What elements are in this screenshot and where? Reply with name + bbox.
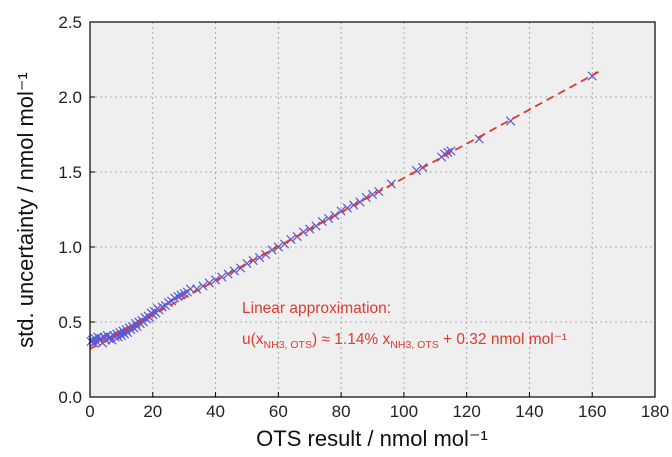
x-tick-label: 100 <box>390 402 418 421</box>
data-point <box>311 221 321 231</box>
annotation-line2: u(xNH3, OTS) ≈ 1.14% xNH3, OTS + 0.32 nm… <box>242 331 567 351</box>
data-point <box>170 293 180 303</box>
annotation-line1: Linear approximation: <box>242 300 391 317</box>
x-tick-label: 20 <box>143 402 162 421</box>
data-point <box>157 302 167 312</box>
y-tick-label: 1.5 <box>58 163 82 182</box>
data-point <box>229 266 240 276</box>
x-tick-label: 160 <box>578 402 606 421</box>
data-point <box>355 197 365 207</box>
axis-ticks: 0 20 40 60 80 100 120 140 160 180 0.0 0.5 1.0 1.5 2.0 2… <box>58 13 669 421</box>
data-point <box>126 324 136 335</box>
x-tick-label: 120 <box>452 402 480 421</box>
data-point <box>261 249 271 260</box>
x-tick-label: 0 <box>85 402 94 421</box>
data-point <box>323 213 334 224</box>
x-tick-label: 140 <box>515 402 543 421</box>
x-axis-label: OTS result / nmol mol⁻¹ <box>256 426 488 451</box>
y-tick-label: 0.0 <box>58 388 82 407</box>
x-tick-label: 80 <box>332 402 351 421</box>
data-point <box>440 149 450 159</box>
x-tick-label: 60 <box>269 402 288 421</box>
plot-area <box>90 22 655 397</box>
x-tick-label: 40 <box>206 402 225 421</box>
y-tick-label: 1.0 <box>58 238 82 257</box>
data-point <box>242 258 252 269</box>
x-tick-label: 180 <box>641 402 669 421</box>
plot-frame <box>89 21 656 398</box>
data-point <box>173 291 183 302</box>
y-axis-label: std. uncertainty / nmol mol⁻¹ <box>13 72 38 348</box>
data-point <box>135 318 145 329</box>
data-point <box>336 206 346 216</box>
fit-line <box>89 71 599 350</box>
data-point <box>198 281 208 291</box>
y-tick-label: 0.5 <box>58 313 82 332</box>
y-tick-label: 2.0 <box>58 88 82 107</box>
data-point <box>267 245 277 255</box>
y-tick-label: 2.5 <box>58 13 82 32</box>
